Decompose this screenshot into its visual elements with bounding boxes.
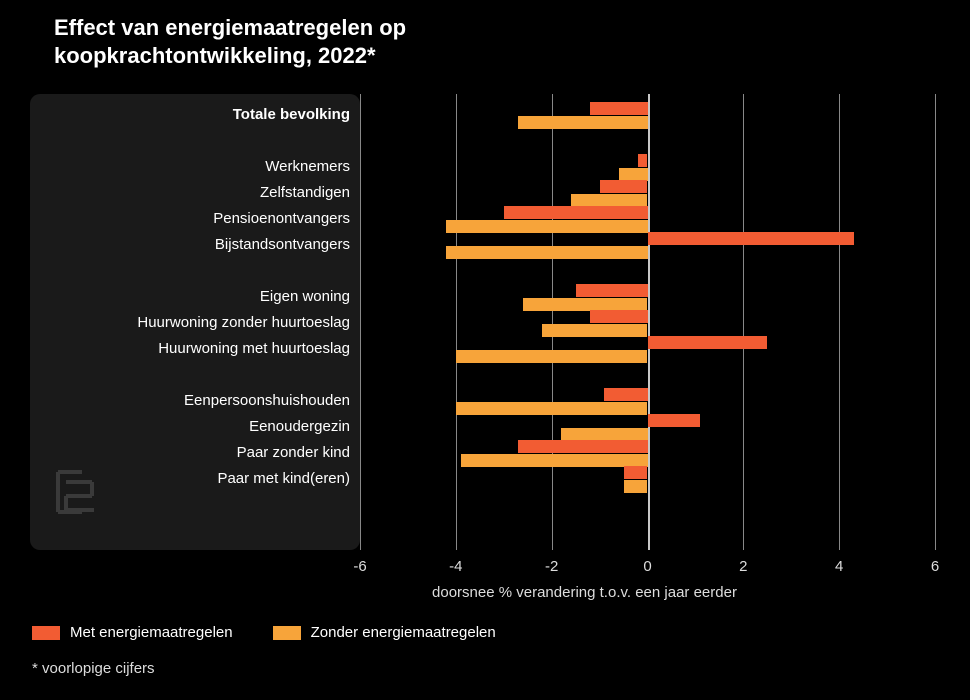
bar-zonder <box>456 350 648 363</box>
legend-label: Zonder energiemaatregelen <box>311 624 496 641</box>
chart-area: -6-4-20246doorsnee % verandering t.o.v. … <box>30 94 935 574</box>
gridline <box>839 94 840 550</box>
bar-met <box>604 388 647 401</box>
category-label: Totale bevolking <box>233 106 350 123</box>
page-title: Effect van energiemaatregelen op koopkra… <box>54 14 554 69</box>
bar-zonder <box>518 116 647 129</box>
gridline <box>552 94 553 550</box>
bar-met <box>590 310 648 323</box>
bar-zonder <box>456 402 648 415</box>
category-label: Huurwoning zonder huurtoeslag <box>137 314 350 331</box>
category-label: Bijstandsontvangers <box>215 236 350 253</box>
category-label: Paar zonder kind <box>237 444 350 461</box>
legend-label: Met energiemaatregelen <box>70 624 233 641</box>
bar-met <box>624 466 648 479</box>
x-tick-label: 0 <box>643 558 651 575</box>
x-tick-label: -2 <box>545 558 558 575</box>
category-label: Eigen woning <box>260 288 350 305</box>
bar-met <box>504 206 648 219</box>
legend-swatch <box>273 626 301 640</box>
x-tick-label: -6 <box>353 558 366 575</box>
category-label: Huurwoning met huurtoeslag <box>158 340 350 357</box>
x-tick-label: 4 <box>835 558 843 575</box>
legend: Met energiemaatregelen Zonder energiemaat… <box>32 624 496 641</box>
category-label: Pensioenontvangers <box>213 210 350 227</box>
category-label: Paar met kind(eren) <box>217 470 350 487</box>
gridline <box>935 94 936 550</box>
gridline <box>360 94 361 550</box>
legend-item: Met energiemaatregelen <box>32 624 233 641</box>
bar-zonder <box>542 324 647 337</box>
gridline <box>456 94 457 550</box>
bar-met <box>576 284 648 297</box>
x-tick-label: -4 <box>449 558 462 575</box>
bar-met <box>638 154 648 167</box>
gridline <box>648 94 650 550</box>
category-label: Zelfstandigen <box>260 184 350 201</box>
legend-item: Zonder energiemaatregelen <box>273 624 496 641</box>
bar-met <box>648 414 701 427</box>
category-label: Eenoudergezin <box>249 418 350 435</box>
bar-met <box>648 336 768 349</box>
x-axis-label: doorsnee % verandering t.o.v. een jaar e… <box>132 584 970 601</box>
category-label: Werknemers <box>265 158 350 175</box>
bar-zonder <box>461 454 648 467</box>
bar-zonder <box>446 220 647 233</box>
bar-zonder <box>446 246 647 259</box>
bar-met <box>518 440 647 453</box>
bar-met <box>600 180 648 193</box>
bar-met <box>590 102 648 115</box>
gridline <box>743 94 744 550</box>
x-tick-label: 2 <box>739 558 747 575</box>
bar-zonder <box>624 480 648 493</box>
logo-icon <box>48 466 104 527</box>
x-tick-label: 6 <box>931 558 939 575</box>
footnote: * voorlopige cijfers <box>32 660 155 677</box>
category-label: Eenpersoonshuishouden <box>184 392 350 409</box>
bar-met <box>648 232 854 245</box>
legend-swatch <box>32 626 60 640</box>
